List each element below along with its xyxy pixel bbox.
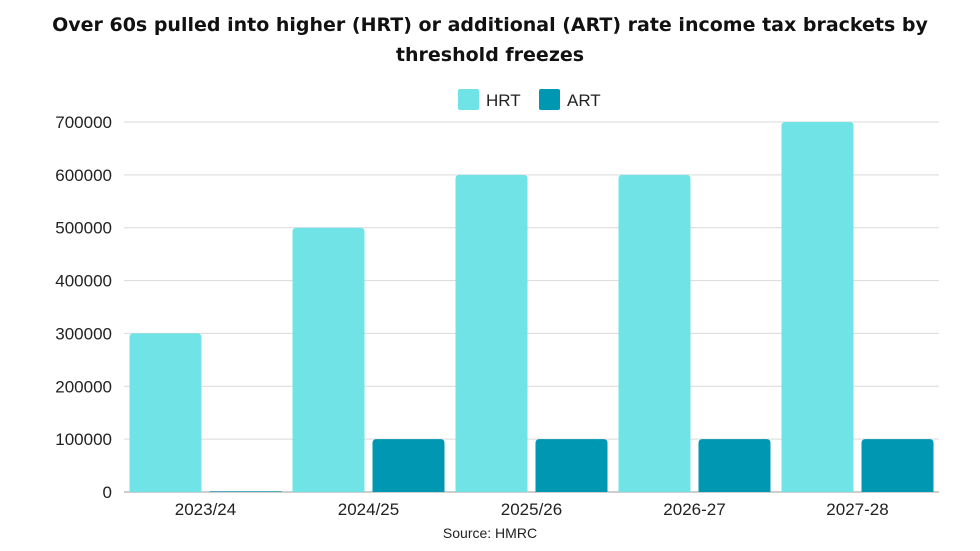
legend-swatch-art — [539, 89, 560, 110]
x-tick-label: 2023/24 — [175, 500, 236, 519]
x-tick-label: 2025/26 — [501, 500, 562, 519]
y-tick-label: 200000 — [55, 377, 112, 396]
bar-art-3 — [698, 439, 771, 492]
bar-art-4 — [861, 439, 934, 492]
y-axis-ticks: 0 100000 200000 300000 400000 500000 600000 700… — [55, 113, 112, 502]
bars — [129, 122, 934, 492]
y-tick-label: 500000 — [55, 219, 112, 238]
bar-hrt-4 — [781, 122, 854, 492]
bar-art-0 — [209, 491, 282, 492]
legend: HRT ART — [458, 89, 601, 110]
y-tick-label: 300000 — [55, 324, 112, 343]
chart-title: Over 60s pulled into higher (HRT) or add… — [52, 14, 928, 66]
y-tick-label: 400000 — [55, 272, 112, 291]
x-tick-label: 2027-28 — [826, 500, 888, 519]
bar-hrt-2 — [455, 174, 528, 492]
source-note: Source: HMRC — [443, 525, 537, 541]
bar-art-1 — [372, 439, 445, 492]
legend-swatch-hrt — [458, 89, 479, 110]
y-tick-label: 100000 — [55, 430, 112, 449]
bar-hrt-3 — [618, 174, 691, 492]
y-tick-label: 700000 — [55, 113, 112, 132]
bar-hrt-0 — [129, 333, 202, 492]
y-tick-label: 600000 — [55, 166, 112, 185]
y-tick-label: 0 — [103, 483, 112, 502]
legend-label-hrt: HRT — [486, 91, 521, 110]
bar-art-2 — [535, 439, 608, 492]
x-tick-label: 2026-27 — [663, 500, 725, 519]
bar-hrt-1 — [292, 227, 365, 492]
x-axis-ticks: 2023/24 2024/25 2025/26 2026-27 2027-28 — [175, 500, 889, 519]
x-tick-label: 2024/25 — [338, 500, 399, 519]
legend-label-art: ART — [567, 91, 601, 110]
